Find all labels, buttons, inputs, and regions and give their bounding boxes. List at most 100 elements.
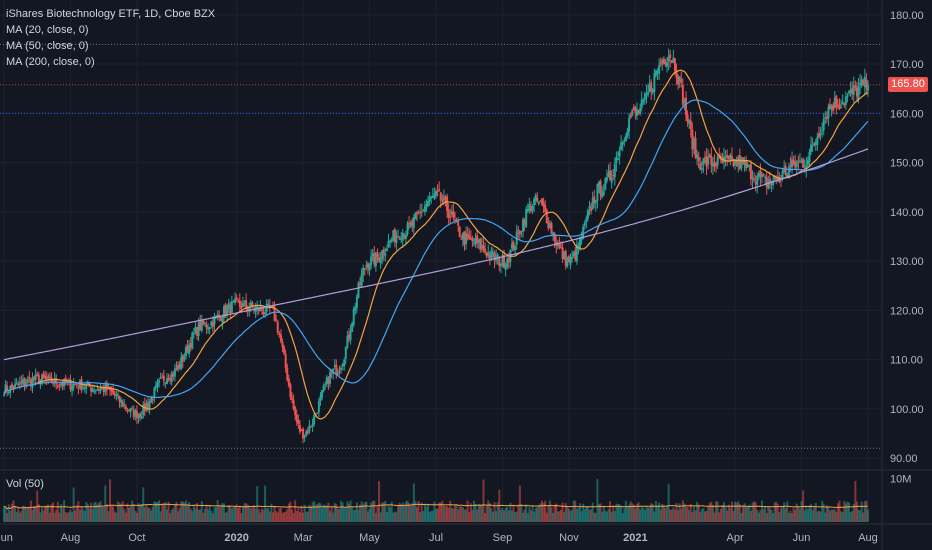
candle-body: [53, 378, 56, 384]
volume-bar: [165, 509, 168, 522]
candle-body: [813, 143, 816, 146]
candle-body: [816, 136, 819, 145]
volume-bar: [550, 506, 553, 522]
candle-body: [846, 95, 849, 98]
candle-body: [629, 115, 632, 118]
volume-bar: [730, 501, 733, 522]
volume-bar: [148, 508, 151, 522]
volume-bar: [650, 503, 653, 522]
volume-bar: [862, 512, 865, 522]
candle-body: [723, 156, 725, 163]
candle-body: [715, 164, 718, 167]
candle-body: [180, 357, 183, 370]
candle-body: [47, 375, 50, 379]
candle-body: [754, 182, 757, 184]
volume-bar: [819, 511, 822, 522]
candle-body: [563, 252, 566, 260]
volume-bar: [170, 509, 173, 522]
candle-body: [531, 206, 534, 211]
candle-body: [821, 130, 824, 132]
candle-body: [173, 368, 176, 377]
candle-body: [597, 181, 600, 186]
candle-body: [762, 174, 765, 176]
candle-body: [480, 245, 483, 249]
volume-bar: [803, 510, 806, 522]
candle-body: [841, 101, 844, 105]
candle-body: [539, 201, 542, 203]
candle-body: [583, 222, 586, 226]
volume-bar: [151, 506, 154, 522]
volume-bar: [542, 502, 545, 522]
volume-bar: [215, 506, 218, 522]
candle-body: [417, 212, 420, 214]
volume-bar: [596, 479, 599, 522]
volume-bar: [120, 504, 123, 522]
candle-body: [479, 238, 482, 250]
volume-bar: [645, 505, 648, 522]
volume-bar: [243, 503, 246, 522]
candle-body: [734, 159, 737, 164]
candle-body: [697, 156, 700, 161]
candle-body: [105, 383, 108, 391]
volume-bar: [775, 501, 778, 522]
volume-bar: [289, 501, 292, 522]
volume-bar: [743, 503, 746, 522]
candle-body: [556, 244, 559, 246]
volume-bar: [656, 505, 659, 522]
candle-body: [694, 137, 697, 158]
x-tick-label: Sep: [493, 532, 513, 544]
candle-body: [251, 302, 254, 307]
candle-body: [202, 319, 205, 325]
volume-bar: [161, 503, 164, 522]
candle-body: [142, 404, 145, 415]
volume-bar: [640, 507, 643, 522]
volume-bar: [672, 507, 675, 522]
volume-bar: [726, 510, 729, 522]
candle-body: [218, 314, 221, 317]
volume-bar: [860, 501, 863, 522]
candle-body: [661, 59, 664, 64]
volume-bar: [191, 511, 194, 522]
volume-bar: [469, 503, 472, 522]
volume-bar: [385, 512, 388, 522]
volume-bar: [278, 508, 281, 522]
volume-bar: [471, 509, 474, 522]
volume-bar: [808, 505, 811, 522]
candle-body: [412, 217, 415, 228]
y-tick-label: 90.00: [890, 453, 918, 465]
candle-body: [161, 376, 164, 378]
volume-bar: [772, 513, 775, 522]
candle-body: [390, 239, 393, 243]
volume-bar: [468, 512, 471, 522]
candle-body: [798, 160, 801, 162]
volume-bar: [490, 508, 493, 522]
candle-body: [504, 264, 507, 270]
candle-body: [120, 400, 123, 403]
candle-body: [335, 364, 338, 375]
volume-bar: [575, 508, 578, 522]
volume-bar: [192, 504, 195, 522]
volume-bar: [222, 503, 225, 522]
volume-bar: [208, 505, 211, 522]
candle-body: [452, 210, 455, 218]
candle-body: [526, 209, 529, 212]
volume-bar: [180, 501, 183, 522]
volume-bar: [63, 500, 66, 522]
candle-body: [832, 104, 835, 111]
volume-bar: [101, 506, 104, 522]
candle-body: [243, 301, 246, 303]
volume-bar: [276, 512, 279, 522]
candle-body: [852, 85, 855, 95]
candle-body: [300, 430, 303, 432]
candle-body: [805, 165, 808, 169]
candle-body: [284, 353, 287, 368]
volume-bar: [512, 504, 515, 522]
candle-body: [506, 259, 509, 268]
volume-bar: [370, 502, 373, 522]
volume-bar: [738, 504, 741, 522]
candle-body: [203, 322, 206, 324]
candle-body: [830, 105, 833, 110]
x-tick-label: Aug: [858, 532, 878, 544]
candle-body: [392, 230, 395, 240]
